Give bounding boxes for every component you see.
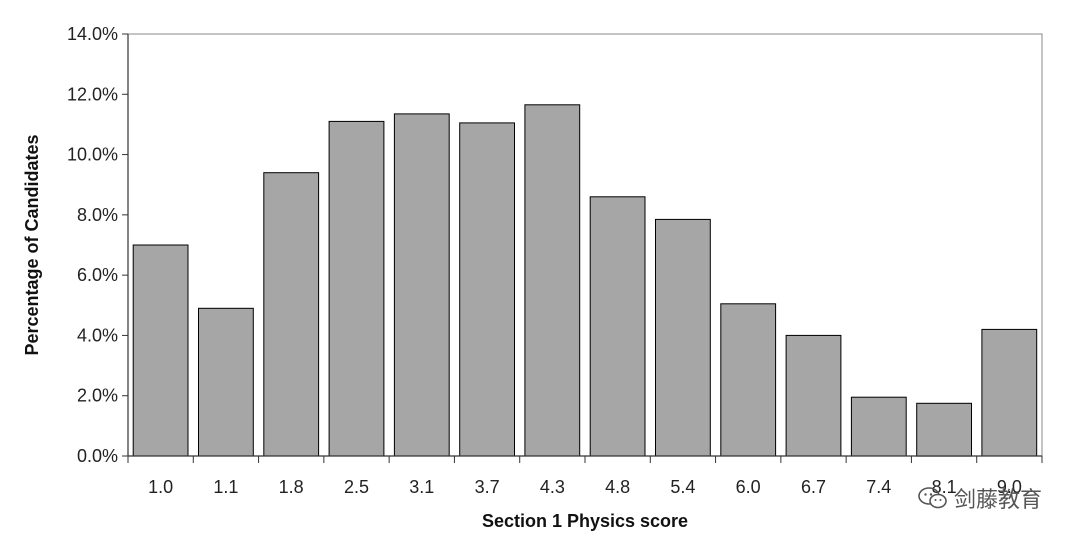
bar-3.7 (459, 122, 516, 457)
y-tick-label: 14.0% (67, 24, 118, 44)
y-tick-label: 10.0% (67, 145, 118, 165)
x-tick-label: 6.0 (736, 477, 761, 497)
x-axis: 1.0 1.1 1.8 2.5 3.1 3.7 4.3 4.8 5.4 6.0 6.7 7.4 8.1 9… (127, 455, 1043, 497)
bar-6.0 (720, 303, 777, 457)
watermark-text: 剑藤教育 (953, 488, 1042, 513)
y-tick-label: 6.0% (77, 265, 118, 285)
y-tick-label: 4.0% (77, 325, 118, 345)
x-tick-label: 3.7 (475, 477, 500, 497)
x-tick-label: 2.5 (344, 477, 369, 497)
x-tick-label: 4.8 (605, 477, 630, 497)
x-tick-label: 1.8 (279, 477, 304, 497)
x-tick-label: 4.3 (540, 477, 565, 497)
bar-1.1 (198, 307, 254, 457)
y-tick-label: 2.0% (77, 386, 118, 406)
bar-6.7 (785, 334, 842, 457)
bar-8.1 (916, 402, 973, 457)
x-tick-label: 3.1 (409, 477, 434, 497)
bar-7.4 (850, 396, 907, 457)
x-tick-label: 9.0 (997, 477, 1022, 497)
bar-3.1 (393, 113, 450, 457)
x-tick-label: 5.4 (670, 477, 695, 497)
bar-1.8 (263, 172, 320, 457)
x-axis-title: Section 1 Physics score (482, 511, 688, 531)
bar-1.0 (132, 244, 189, 457)
bar-9.0 (981, 328, 1038, 457)
bar-2.5 (328, 120, 385, 457)
y-axis-title: Percentage of Candidates (22, 134, 42, 355)
wechat-icon (918, 487, 947, 509)
x-tick-label: 6.7 (801, 477, 826, 497)
y-tick-label: 8.0% (77, 205, 118, 225)
y-axis: 0.0% 2.0% 4.0% 6.0% 8.0% 10.0% 12.0% 14.0% (67, 24, 129, 466)
bar-5.4 (655, 218, 711, 457)
bar-4.3 (524, 104, 581, 457)
x-tick-label: 1.0 (148, 477, 173, 497)
bar-4.8 (589, 196, 646, 457)
watermark: 剑藤教育 (918, 482, 1042, 514)
x-tick-label: 1.1 (213, 477, 238, 497)
y-tick-label: 0.0% (77, 446, 118, 466)
bars (132, 104, 1038, 457)
x-tick-label: 7.4 (866, 477, 891, 497)
y-tick-label: 12.0% (67, 84, 118, 104)
